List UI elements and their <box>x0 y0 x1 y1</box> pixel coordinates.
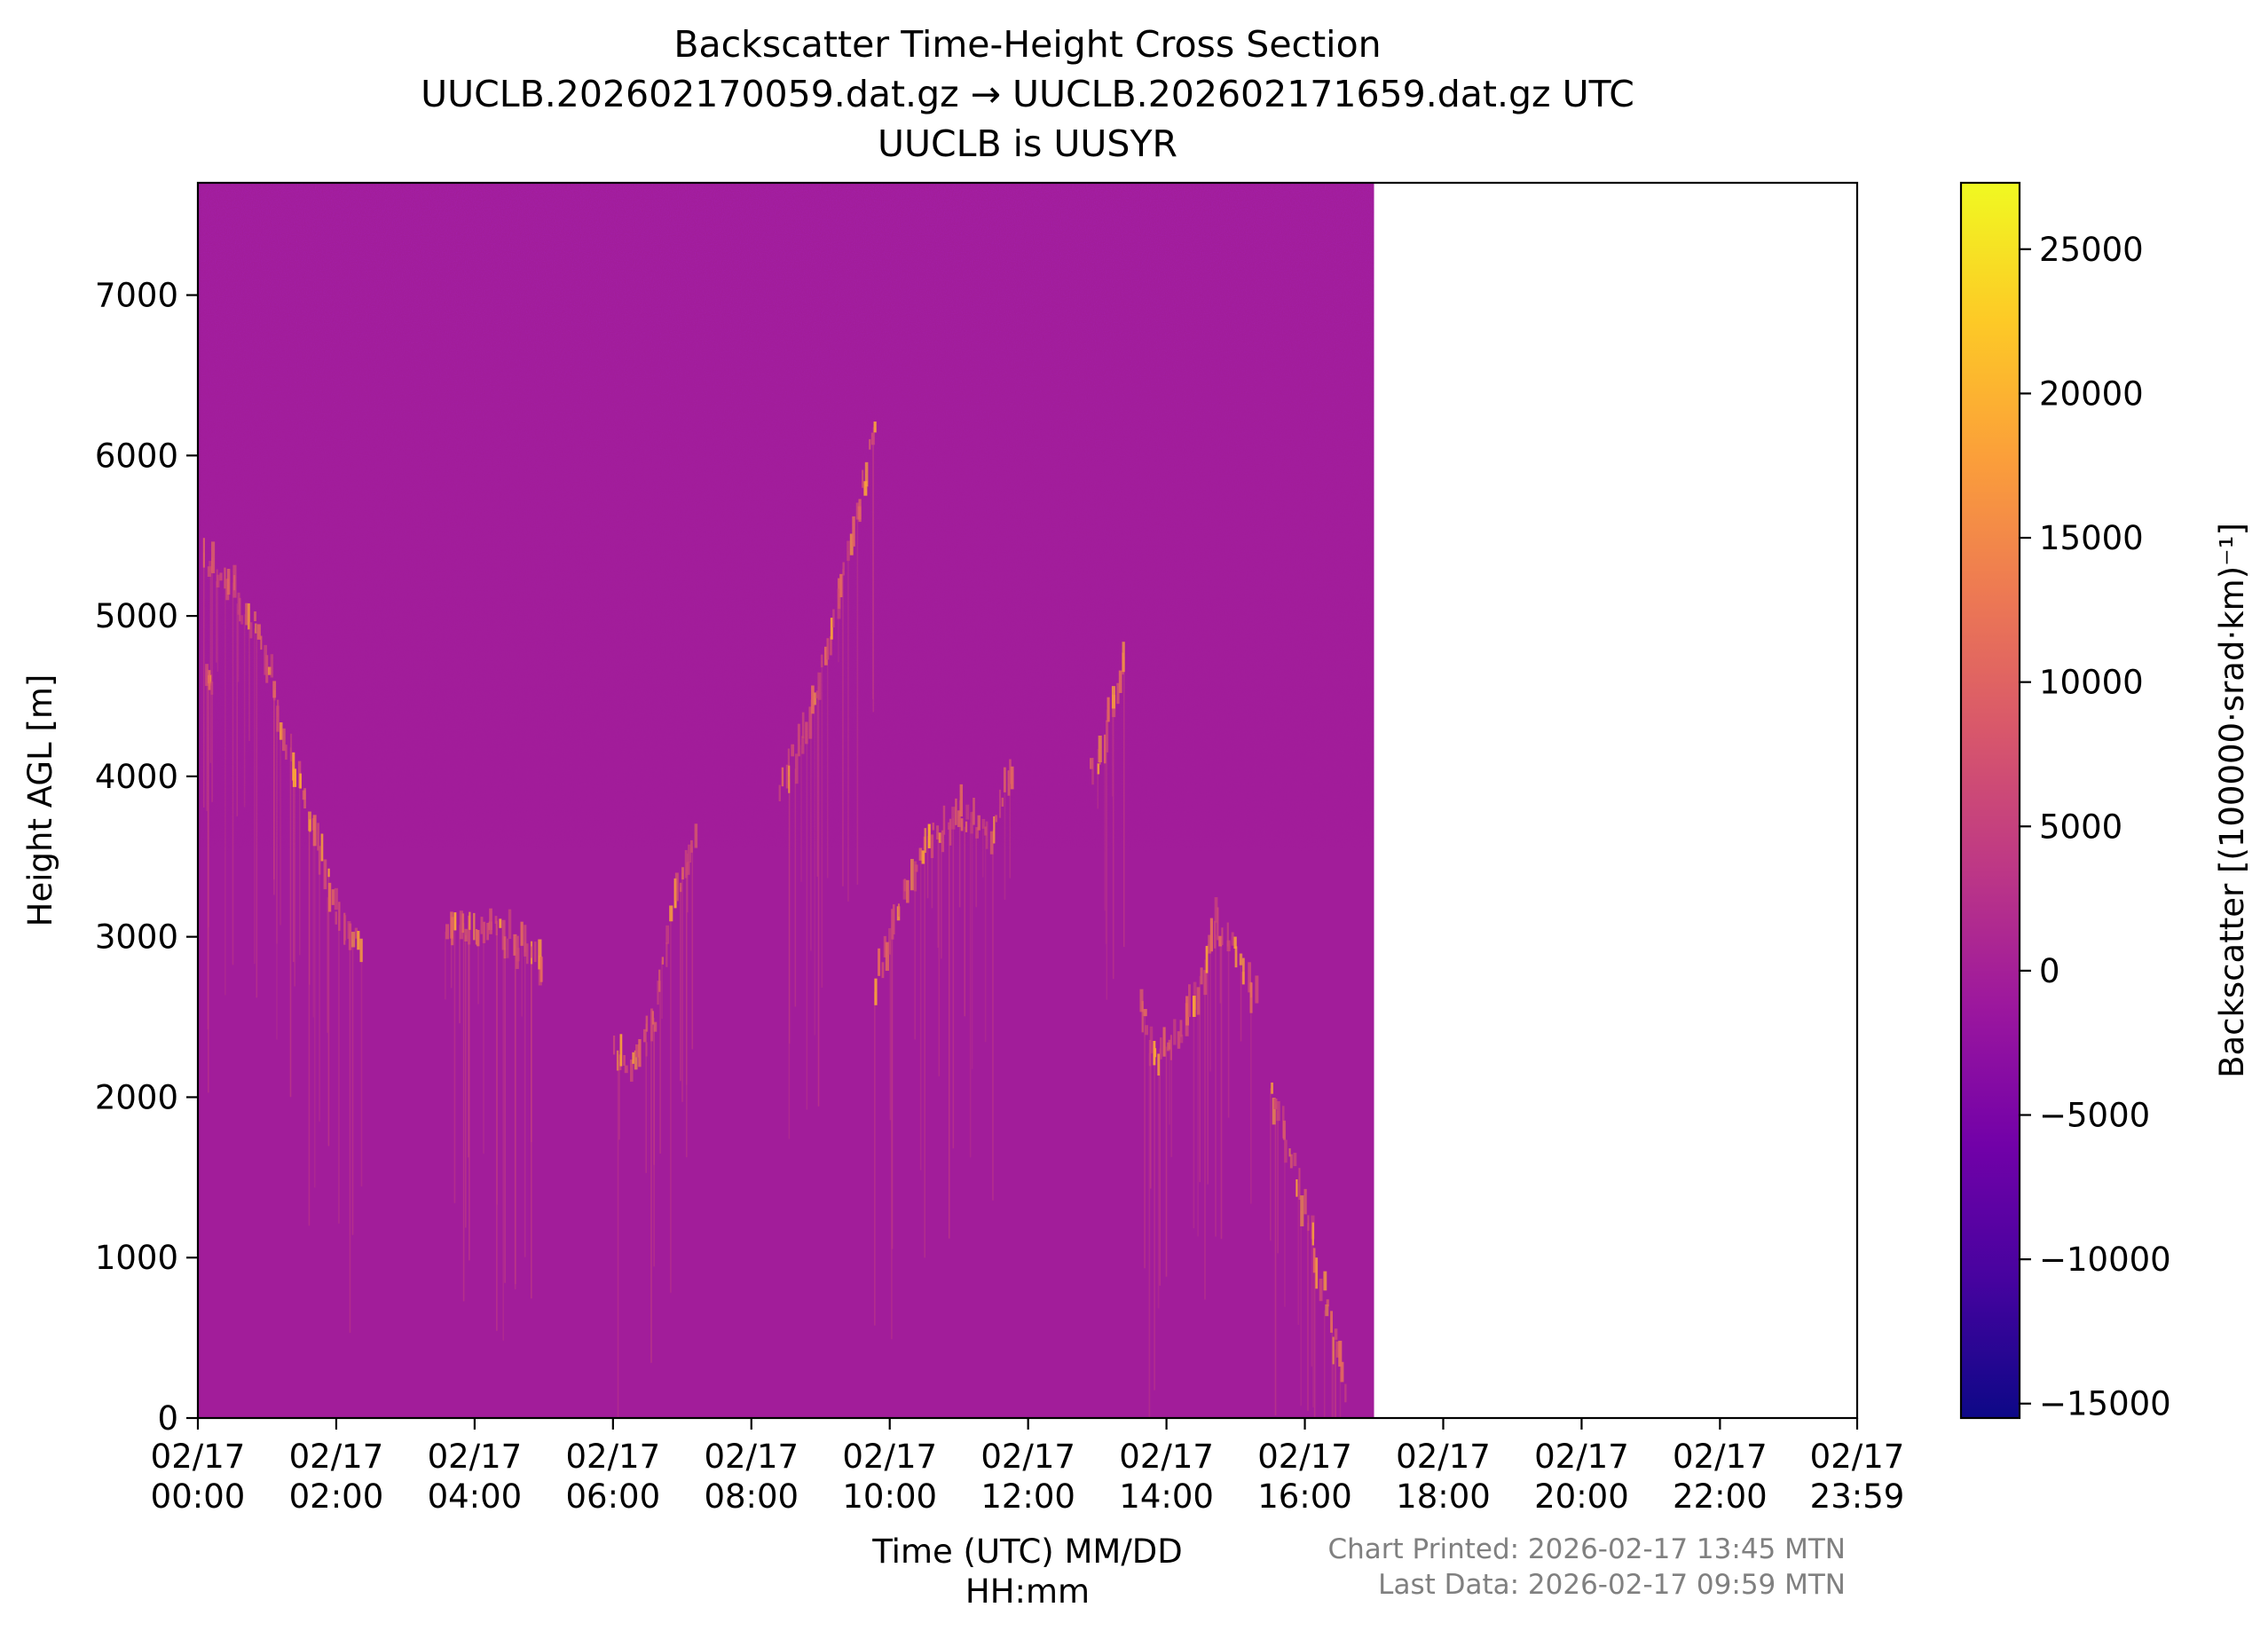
chart-title-line: Backscatter Time-Height Cross Section <box>673 23 1381 66</box>
x-tick-time: 16:00 <box>1257 1477 1352 1516</box>
colorbar-tick-label: 25000 <box>2039 231 2144 269</box>
x-tick-time: 22:00 <box>1673 1477 1768 1516</box>
y-tick-label: 4000 <box>95 758 178 796</box>
last-data-note: Last Data: 2026-02-17 09:59 MTN <box>1378 1569 1846 1601</box>
y-axis: 0 1000 2000 3000 4000 5000 6000 7000 <box>95 277 198 1438</box>
x-axis: 02/1700:0002/1702:0002/1704:0002/1706:00… <box>151 1418 1905 1516</box>
colorbar-tick-label: 10000 <box>2039 664 2144 702</box>
x-tick-time: 04:00 <box>428 1477 523 1516</box>
colorbar-tick-label: 15000 <box>2039 519 2144 557</box>
x-tick-date: 02/17 <box>1673 1438 1768 1476</box>
x-tick-date: 02/17 <box>1810 1438 1905 1476</box>
y-tick-label: 1000 <box>95 1239 178 1277</box>
x-tick-date: 02/17 <box>842 1438 937 1476</box>
y-tick-label: 6000 <box>95 437 178 475</box>
chart-title-line: UUCLB is UUSYR <box>878 122 1177 165</box>
colorbar-tick-label: 20000 <box>2039 374 2144 413</box>
x-tick-date: 02/17 <box>1257 1438 1352 1476</box>
y-tick-label: 2000 <box>95 1078 178 1116</box>
chart-title: Backscatter Time-Height Cross Section UUC… <box>421 23 1634 165</box>
x-axis-label-line2: HH:mm <box>965 1572 1090 1611</box>
y-tick-label: 5000 <box>95 597 178 635</box>
colorbar-tick-label: −10000 <box>2039 1241 2171 1279</box>
y-tick-label: 0 <box>157 1399 178 1438</box>
x-tick-time: 23:59 <box>1810 1477 1905 1516</box>
x-axis-label: Time (UTC) MM/DD <box>871 1533 1183 1571</box>
y-tick-label: 3000 <box>95 918 178 957</box>
y-tick-label: 7000 <box>95 277 178 315</box>
x-tick-time: 14:00 <box>1119 1477 1214 1516</box>
x-tick-date: 02/17 <box>428 1438 523 1476</box>
plot-area <box>196 181 1859 1420</box>
colorbar: 25000 20000 15000 10000 5000 0 −5000 −10000 −150… <box>1959 181 2251 1423</box>
x-tick-time: 20:00 <box>1534 1477 1629 1516</box>
x-tick-time: 02:00 <box>289 1477 384 1516</box>
x-tick-time: 00:00 <box>151 1477 246 1516</box>
colorbar-label: Backscatter [(100000·srad·km)⁻¹] <box>2213 523 2251 1078</box>
colorbar-tick-label: 0 <box>2039 952 2060 990</box>
chart-printed-note: Chart Printed: 2026-02-17 13:45 MTN <box>1328 1533 1846 1565</box>
y-axis-label: Height AGL [m] <box>21 674 59 927</box>
x-tick-date: 02/17 <box>1396 1438 1491 1476</box>
colorbar-tick-label: −15000 <box>2039 1385 2171 1423</box>
x-tick-date: 02/17 <box>566 1438 661 1476</box>
x-tick-date: 02/17 <box>289 1438 384 1476</box>
colorbar-ticks: 25000 20000 15000 10000 5000 0 −5000 −10000 −150… <box>2020 231 2171 1423</box>
colorbar-tick-label: 5000 <box>2039 808 2122 846</box>
x-tick-date: 02/17 <box>151 1438 246 1476</box>
x-tick-date: 02/17 <box>704 1438 799 1476</box>
x-tick-time: 10:00 <box>842 1477 937 1516</box>
colorbar-tick-label: −5000 <box>2039 1097 2150 1135</box>
colorbar-gradient <box>1959 181 2021 1420</box>
x-tick-date: 02/17 <box>1534 1438 1629 1476</box>
x-tick-time: 12:00 <box>980 1477 1075 1516</box>
x-tick-time: 18:00 <box>1396 1477 1491 1516</box>
x-tick-time: 08:00 <box>704 1477 799 1516</box>
noise-overlay <box>198 183 1374 1418</box>
x-tick-date: 02/17 <box>980 1438 1075 1476</box>
chart-title-line: UUCLB.202602170059.dat.gz → UUCLB.202602… <box>421 73 1634 115</box>
x-tick-time: 06:00 <box>566 1477 661 1516</box>
x-tick-date: 02/17 <box>1119 1438 1214 1476</box>
